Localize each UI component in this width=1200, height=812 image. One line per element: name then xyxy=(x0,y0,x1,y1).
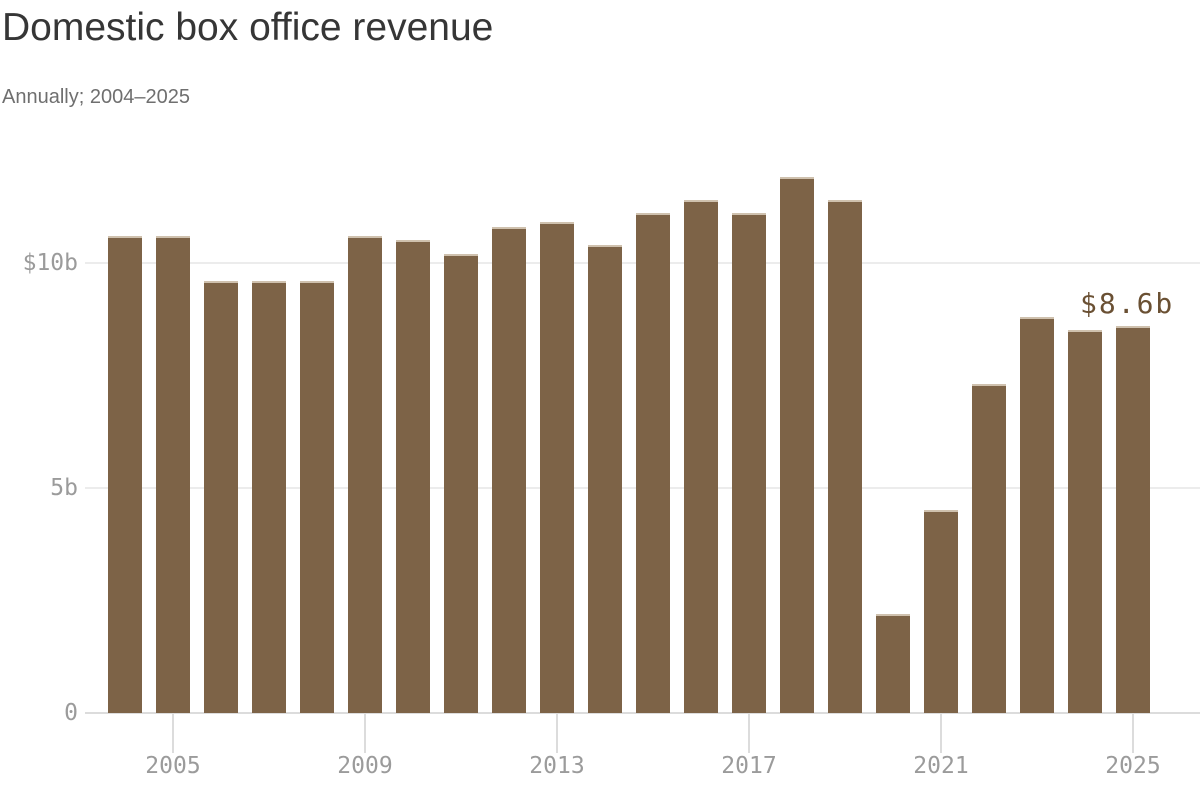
x-axis-label-2025: 2025 xyxy=(1105,753,1161,779)
bar-2022 xyxy=(972,384,1006,713)
x-axis-tick-2021 xyxy=(940,713,942,753)
x-axis-tick-2017 xyxy=(748,713,750,753)
x-axis-tick-2009 xyxy=(364,713,366,753)
y-axis-label-5b: 5b xyxy=(50,475,78,501)
bar-2017 xyxy=(732,213,766,713)
x-axis-label-2017: 2017 xyxy=(721,753,777,779)
bar-2012 xyxy=(492,227,526,713)
bar-2020 xyxy=(876,614,910,713)
chart-title: Domestic box office revenue xyxy=(2,6,494,49)
bar-2014 xyxy=(588,245,622,713)
bar-2018 xyxy=(780,177,814,713)
bar-2005 xyxy=(156,236,190,713)
bar-2016 xyxy=(684,200,718,713)
bar-2021 xyxy=(924,510,958,713)
bar-2011 xyxy=(444,254,478,713)
x-axis-baseline xyxy=(85,712,1200,714)
bar-2025 xyxy=(1116,326,1150,713)
bar-2007 xyxy=(252,281,286,713)
bar-2024 xyxy=(1068,330,1102,713)
bar-2015 xyxy=(636,213,670,713)
x-axis-label-2005: 2005 xyxy=(145,753,201,779)
bar-2006 xyxy=(204,281,238,713)
y-axis-label-0: 0 xyxy=(64,700,78,726)
x-axis-label-2021: 2021 xyxy=(913,753,969,779)
bar-2009 xyxy=(348,236,382,713)
y-axis-label-10b: $10b xyxy=(22,250,78,276)
chart-subtitle: Annually; 2004–2025 xyxy=(2,86,190,108)
x-axis-tick-2025 xyxy=(1132,713,1134,753)
bar-2023 xyxy=(1020,317,1054,713)
bar-2013 xyxy=(540,222,574,713)
x-axis-label-2013: 2013 xyxy=(529,753,585,779)
annotation-value-label: $8.6b xyxy=(1080,287,1175,320)
bar-2010 xyxy=(396,240,430,713)
x-axis-label-2009: 2009 xyxy=(337,753,393,779)
bar-2004 xyxy=(108,236,142,713)
bar-2008 xyxy=(300,281,334,713)
x-axis-tick-2005 xyxy=(172,713,174,753)
bar-2019 xyxy=(828,200,862,713)
x-axis-tick-2013 xyxy=(556,713,558,753)
